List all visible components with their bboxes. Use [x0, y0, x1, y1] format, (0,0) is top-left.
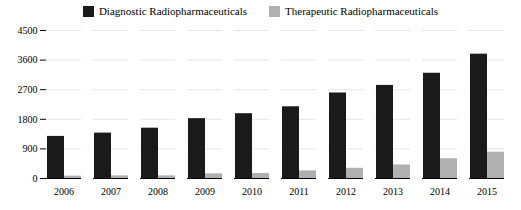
svg-text:2015: 2015 [477, 186, 497, 197]
svg-text:1800: 1800 [18, 114, 38, 125]
svg-text:2009: 2009 [195, 186, 215, 197]
svg-text:2700: 2700 [18, 84, 38, 95]
html-text:Therapeutic Radiopharmaceutica: Therapeutic Radiopharmaceuticals [285, 5, 439, 17]
svg-text:2014: 2014 [430, 186, 450, 197]
svg-text:2008: 2008 [148, 186, 168, 197]
svg-text:2010: 2010 [242, 186, 262, 197]
html-text:Diagnostic Radiopharmaceutical: Diagnostic Radiopharmaceuticals [98, 5, 248, 17]
svg-text:2006: 2006 [54, 186, 74, 197]
svg-text:900: 900 [23, 143, 38, 154]
svg-text:2011: 2011 [289, 186, 309, 197]
svg-text:2007: 2007 [101, 186, 121, 197]
svg-text:2012: 2012 [336, 186, 356, 197]
svg-text:4500: 4500 [18, 25, 38, 36]
svg-text:2013: 2013 [383, 186, 403, 197]
svg-text:0: 0 [33, 173, 38, 184]
svg-text:3600: 3600 [18, 54, 38, 65]
